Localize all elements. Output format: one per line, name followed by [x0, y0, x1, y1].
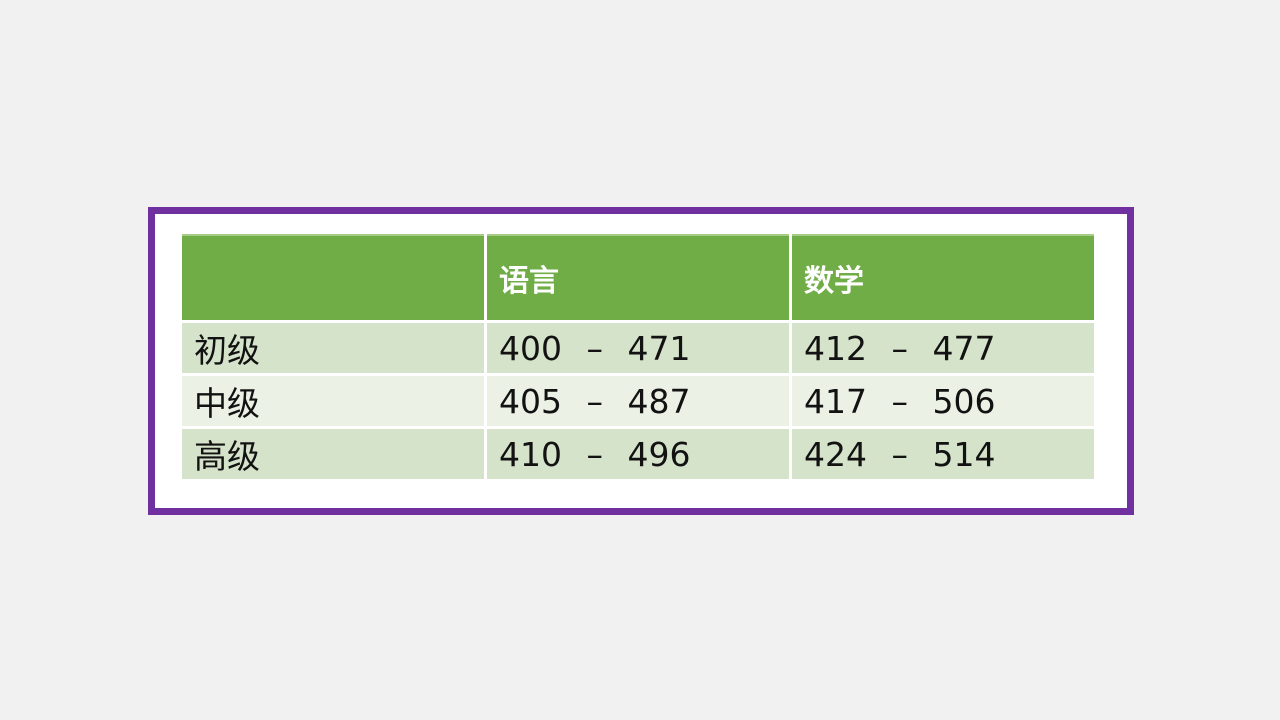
score-cell-advanced-math: 424 – 514 — [792, 429, 1094, 479]
header-cell-language: 语言 — [487, 234, 789, 320]
row-label-advanced: 高级 — [182, 429, 484, 479]
score-cell-beginner-language: 400 – 471 — [487, 323, 789, 373]
table-row-intermediate: 中级 405 – 487 417 – 506 — [182, 376, 1094, 426]
header-cell-math: 数学 — [792, 234, 1094, 320]
table-row-advanced: 高级 410 – 496 424 – 514 — [182, 429, 1094, 479]
header-row: 语言 数学 — [182, 234, 1094, 320]
score-cell-intermediate-math: 417 – 506 — [792, 376, 1094, 426]
score-table: 语言 数学 初级 400 – 471 412 – 477 中级 405 – 48… — [179, 231, 1097, 482]
purple-frame: 语言 数学 初级 400 – 471 412 – 477 中级 405 – 48… — [148, 207, 1134, 515]
row-label-intermediate: 中级 — [182, 376, 484, 426]
header-cell-empty — [182, 234, 484, 320]
score-cell-beginner-math: 412 – 477 — [792, 323, 1094, 373]
score-cell-advanced-language: 410 – 496 — [487, 429, 789, 479]
score-cell-intermediate-language: 405 – 487 — [487, 376, 789, 426]
row-label-beginner: 初级 — [182, 323, 484, 373]
table-row-beginner: 初级 400 – 471 412 – 477 — [182, 323, 1094, 373]
